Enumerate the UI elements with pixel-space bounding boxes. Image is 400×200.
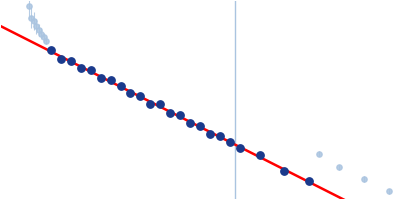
Point: [236, 146, 243, 149]
Point: [306, 180, 312, 183]
Point: [88, 69, 94, 72]
Point: [177, 113, 183, 117]
Point: [108, 78, 114, 82]
Point: [217, 134, 223, 138]
Point: [58, 58, 64, 61]
Point: [281, 169, 288, 173]
Point: [117, 84, 124, 87]
Point: [147, 102, 154, 105]
Point: [207, 132, 213, 135]
Point: [48, 48, 54, 51]
Point: [167, 111, 174, 114]
Point: [187, 121, 193, 124]
Point: [226, 140, 233, 144]
Point: [137, 94, 144, 97]
Point: [127, 91, 134, 95]
Point: [98, 76, 104, 79]
Point: [68, 59, 74, 62]
Point: [78, 67, 84, 70]
Point: [157, 103, 164, 106]
Point: [256, 154, 263, 157]
Point: [197, 124, 203, 127]
